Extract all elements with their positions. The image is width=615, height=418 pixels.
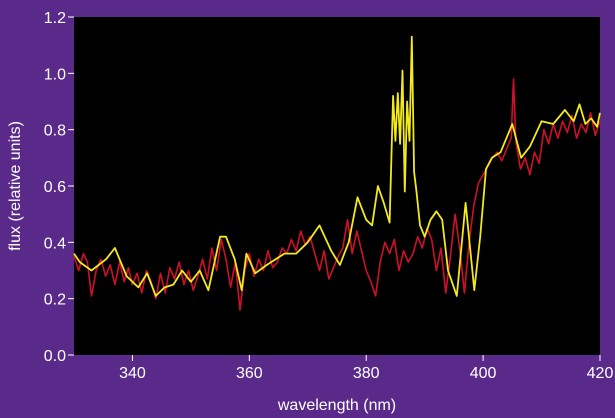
y-tick-label: 0.0 bbox=[44, 348, 66, 365]
y-tick-label: 1.2 bbox=[44, 10, 66, 27]
plot-area bbox=[74, 17, 600, 355]
y-tick-label: 0.8 bbox=[44, 123, 66, 140]
y-tick-label: 1.0 bbox=[44, 66, 66, 83]
x-axis-title: wavelength (nm) bbox=[277, 397, 396, 414]
y-tick-label: 0.2 bbox=[44, 292, 66, 309]
x-tick-label: 360 bbox=[236, 365, 263, 382]
y-tick-label: 0.6 bbox=[44, 179, 66, 196]
x-tick-label: 380 bbox=[353, 365, 380, 382]
axis-labels: 340 360 380 400 420 0.0 0.2 0.4 0.6 0.8 1.0 1.2 bbox=[44, 10, 614, 382]
series-layer bbox=[73, 35, 601, 311]
series-line-2 bbox=[73, 35, 601, 297]
axis-ticks bbox=[68, 16, 601, 361]
series-line-1 bbox=[73, 78, 601, 311]
x-tick-label: 400 bbox=[470, 365, 497, 382]
y-axis-title: flux (relative units) bbox=[7, 121, 24, 251]
x-tick-label: 420 bbox=[587, 365, 614, 382]
y-tick-label: 0.4 bbox=[44, 235, 66, 252]
x-tick-label: 340 bbox=[119, 365, 146, 382]
